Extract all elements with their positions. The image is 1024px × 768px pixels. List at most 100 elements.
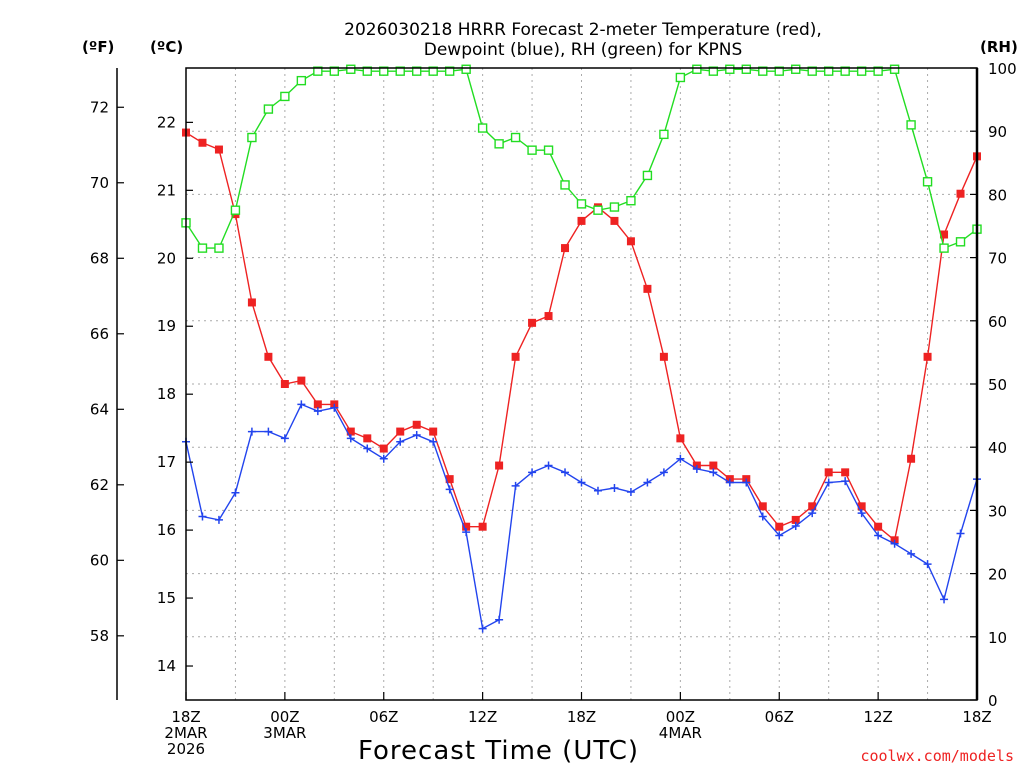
2-meter-temperature-point	[429, 427, 438, 436]
dewpoint-point	[247, 427, 256, 436]
dewpoint-point	[857, 509, 866, 518]
dewpoint-point	[643, 478, 652, 487]
dewpoint-point	[313, 407, 322, 416]
2-meter-temperature-point	[808, 502, 817, 511]
dewpoint-point	[907, 549, 916, 558]
2-meter-temperature-point	[659, 352, 668, 361]
2-meter-temperature-point	[874, 522, 883, 531]
dewpoint-point	[923, 560, 932, 569]
fahrenheit-tick-label: 64	[90, 400, 109, 418]
x-tick-label: 06Z	[765, 708, 794, 726]
dewpoint-point	[758, 512, 767, 521]
dewpoint-point	[412, 430, 421, 439]
rh-point	[346, 64, 356, 74]
celsius-tick-label: 16	[157, 521, 176, 539]
rh-point	[708, 66, 719, 76]
dewpoint-point	[874, 531, 883, 540]
rh-point	[543, 145, 554, 155]
dewpoint-point	[676, 454, 685, 463]
fahrenheit-tick-label: 66	[90, 325, 109, 343]
dewpoint-point	[445, 485, 454, 494]
rh-point	[280, 91, 290, 102]
2-meter-temperature-point	[940, 230, 949, 239]
x-tick-label: 18Z	[962, 708, 991, 726]
2-meter-temperature-point	[923, 352, 932, 361]
dewpoint-point	[692, 464, 701, 473]
dewpoint-point	[577, 478, 586, 487]
rh-point	[329, 66, 340, 76]
celsius-unit-label: (ºC)	[150, 38, 183, 56]
dewpoint-point	[511, 481, 520, 490]
dewpoint-point	[841, 477, 850, 486]
chart-title-line-1: 2026030218 HRRR Forecast 2-meter Tempera…	[344, 20, 822, 40]
rh-point	[412, 66, 422, 76]
2-meter-temperature-point	[462, 522, 471, 531]
2-meter-temperature-point	[214, 145, 223, 154]
2-meter-temperature-point	[907, 454, 916, 463]
dewpoint-point	[462, 528, 471, 537]
dewpoint-point	[330, 403, 339, 412]
x-tick-label: 2026	[167, 740, 205, 758]
2-meter-temperature-point	[412, 420, 421, 429]
dewpoint-point	[709, 468, 718, 477]
dewpoint-point	[478, 624, 487, 633]
rh-point	[313, 66, 323, 76]
rh-tick-label: 50	[988, 376, 1007, 394]
2-meter-temperature-point	[528, 318, 537, 327]
rh-point	[247, 132, 257, 143]
2-meter-temperature-point	[758, 502, 767, 511]
dewpoint-point	[791, 522, 800, 531]
x-tick-label: 12Z	[468, 708, 497, 726]
2-meter-temperature-point	[857, 502, 866, 511]
dewpoint-point	[940, 595, 949, 604]
2-meter-temperature-point	[824, 468, 833, 477]
rh-point	[494, 139, 504, 149]
rh-point	[527, 145, 537, 155]
rh-point	[856, 66, 867, 76]
fahrenheit-tick-label: 58	[90, 627, 109, 645]
2-meter-temperature-point	[561, 244, 570, 253]
rh-tick-label: 70	[988, 250, 1007, 268]
x-axis-label: Forecast Time (UTC)	[358, 736, 639, 766]
2-meter-temperature-point	[478, 522, 487, 531]
2-meter-temperature-point	[379, 444, 388, 453]
dewpoint-point	[626, 488, 635, 497]
rh-point	[906, 120, 916, 130]
rh-point	[379, 66, 389, 76]
x-tick-label: 12Z	[863, 708, 892, 726]
dewpoint-point	[775, 531, 784, 540]
dewpoint-point	[528, 468, 537, 477]
dewpoint-point	[725, 478, 734, 487]
2-meter-temperature-point	[643, 284, 652, 293]
rh-point	[741, 64, 751, 74]
rh-tick-label: 10	[988, 629, 1007, 647]
x-tick-label: 18Z	[171, 708, 200, 726]
celsius-tick-label: 20	[157, 249, 176, 267]
2-meter-temperature-point	[297, 376, 306, 385]
2-meter-temperature-point	[445, 475, 454, 484]
2-meter-temperature-point	[841, 468, 850, 477]
celsius-tick-label: 14	[157, 657, 176, 675]
rh-tick-label: 40	[988, 439, 1007, 457]
dewpoint-point	[280, 434, 289, 443]
rh-point	[214, 243, 224, 253]
rh-point	[477, 123, 488, 133]
2-meter-temperature-point	[626, 237, 635, 246]
dewpoint-point	[363, 444, 372, 453]
rh-tick-label: 20	[988, 566, 1007, 584]
2-meter-temperature-point	[346, 427, 355, 436]
rh-point	[230, 205, 241, 215]
2-meter-temperature-point	[363, 434, 372, 443]
rh-point	[461, 64, 471, 74]
rh-point	[395, 66, 405, 76]
fahrenheit-tick-label: 62	[90, 476, 109, 494]
rh-point	[807, 66, 817, 76]
dewpoint-point	[890, 539, 899, 548]
rh-tick-label: 0	[988, 692, 998, 710]
dewpoint-point	[297, 400, 306, 409]
dewpoint-point	[396, 437, 405, 446]
x-tick-label: 4MAR	[659, 724, 702, 742]
dewpoint-point	[610, 483, 619, 492]
rh-point	[593, 205, 603, 215]
